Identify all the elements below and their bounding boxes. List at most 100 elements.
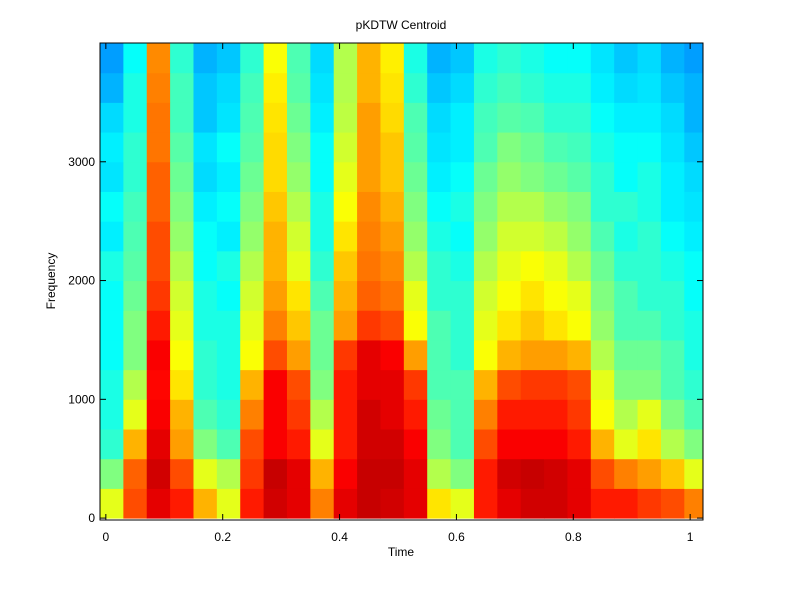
heatmap-cell [473, 339, 498, 371]
heatmap-cell [100, 221, 124, 252]
heatmap-cell [286, 132, 311, 163]
heatmap-cell [637, 132, 662, 163]
heatmap-cell [637, 458, 662, 489]
heatmap-cell [357, 488, 381, 519]
heatmap-cell [333, 102, 358, 133]
heatmap-cell [567, 488, 592, 519]
heatmap-cell [240, 280, 265, 311]
heatmap-cell [380, 280, 405, 311]
heatmap-cell [170, 43, 194, 74]
heatmap-cell [216, 399, 241, 430]
heatmap-cell [473, 399, 498, 430]
heatmap-cell [100, 72, 124, 103]
heatmap-cell [193, 250, 218, 282]
heatmap-cell [450, 399, 475, 430]
heatmap-cell [567, 43, 592, 74]
heatmap-cell [614, 132, 639, 163]
heatmap-cell [660, 429, 685, 460]
heatmap-cell [660, 191, 685, 222]
heatmap-cell [333, 488, 358, 519]
heatmap-cell [286, 221, 311, 252]
heatmap-cell [473, 280, 498, 311]
heatmap-cell [123, 369, 148, 400]
heatmap-cell [100, 161, 124, 192]
heatmap-cell [123, 102, 148, 133]
heatmap-cell [450, 191, 475, 222]
heatmap-cell [216, 250, 241, 282]
heatmap-cell [263, 132, 288, 163]
heatmap-cell [450, 458, 475, 489]
heatmap-cell [427, 399, 452, 430]
heatmap-cell [497, 488, 522, 519]
heatmap-cell [146, 221, 171, 252]
heatmap-cell [544, 458, 568, 489]
heatmap-cell [450, 132, 475, 163]
heatmap-cell [544, 161, 568, 192]
heatmap-cell [123, 43, 148, 74]
heatmap-cell [333, 369, 358, 400]
heatmap-cell [544, 191, 568, 222]
heatmap-cell [263, 429, 288, 460]
heatmap-cell [193, 43, 218, 74]
heatmap-cell [473, 72, 498, 103]
heatmap-cell [310, 429, 335, 460]
heatmap-cell [333, 132, 358, 163]
heatmap-cell [684, 132, 703, 163]
heatmap-cell [520, 191, 545, 222]
heatmap-cell [357, 429, 381, 460]
heatmap-cell [216, 102, 241, 133]
heatmap-cell [123, 310, 148, 341]
x-tick-label: 0.2 [214, 530, 231, 544]
heatmap-cell [357, 399, 381, 430]
heatmap-cell [567, 191, 592, 222]
heatmap-cell [427, 191, 452, 222]
heatmap-cell [170, 339, 194, 371]
heatmap-cell [216, 310, 241, 341]
heatmap-cell [240, 132, 265, 163]
heatmap-cell [497, 339, 522, 371]
heatmap-cell [193, 191, 218, 222]
heatmap-cell [473, 161, 498, 192]
heatmap-cell [123, 280, 148, 311]
heatmap-cell [684, 488, 703, 519]
heatmap-cell [590, 310, 615, 341]
heatmap-cell [590, 399, 615, 430]
heatmap-cell [100, 43, 124, 74]
heatmap-cell [286, 339, 311, 371]
heatmap-cell [286, 102, 311, 133]
heatmap-cell [380, 132, 405, 163]
heatmap-cell [146, 191, 171, 222]
heatmap-cell [403, 221, 428, 252]
heatmap-cell [614, 310, 639, 341]
heatmap-cell [263, 280, 288, 311]
heatmap-cell [497, 191, 522, 222]
heatmap-cell [427, 310, 452, 341]
heatmap-cell [567, 458, 592, 489]
heatmap-cell [380, 488, 405, 519]
heatmap-cell [146, 280, 171, 311]
heatmap-cell [240, 72, 265, 103]
heatmap-cell [380, 429, 405, 460]
heatmap-cell [216, 339, 241, 371]
heatmap-cell [614, 488, 639, 519]
heatmap-cell [450, 429, 475, 460]
heatmap-cell [403, 43, 428, 74]
heatmap-cell [473, 102, 498, 133]
heatmap-cell [637, 102, 662, 133]
heatmap-cell [660, 161, 685, 192]
heatmap-cell [100, 280, 124, 311]
heatmap-cell [403, 132, 428, 163]
heatmap-cell [427, 280, 452, 311]
heatmap-cell [520, 221, 545, 252]
heatmap-cell [427, 250, 452, 282]
heatmap-cell [310, 310, 335, 341]
heatmap-cell [567, 250, 592, 282]
heatmap-cell [193, 339, 218, 371]
plot-frame [99, 42, 704, 521]
heatmap-cell [497, 221, 522, 252]
heatmap-cell [520, 72, 545, 103]
heatmap-cell [590, 191, 615, 222]
heatmap-cell [544, 399, 568, 430]
heatmap-cell [590, 458, 615, 489]
heatmap-cell [403, 250, 428, 282]
